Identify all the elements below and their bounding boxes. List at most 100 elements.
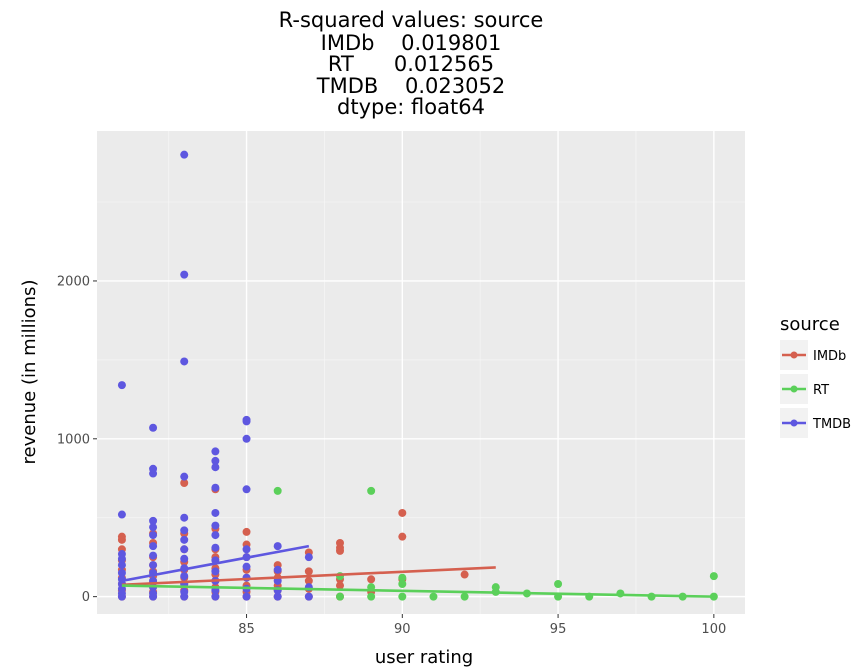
point-tmdb xyxy=(211,592,220,601)
point-imdb xyxy=(367,575,376,584)
point-tmdb xyxy=(149,542,158,551)
point-tmdb xyxy=(117,568,126,577)
title-line-3: RT 0.012565 xyxy=(328,52,494,76)
x-tick-label: 90 xyxy=(394,622,411,637)
legend: IMDb RT TMDB xyxy=(780,340,851,438)
point-tmdb xyxy=(149,531,158,540)
point-tmdb xyxy=(242,545,251,554)
x-tick-label: 85 xyxy=(238,622,255,637)
fit-line-rt xyxy=(121,584,714,598)
point-tmdb xyxy=(211,483,220,492)
title-line-5: dtype: float64 xyxy=(337,95,485,119)
legend-label-tmdb: TMDB xyxy=(812,417,851,432)
legend-label-imdb: IMDb xyxy=(813,349,846,364)
point-imdb xyxy=(304,567,313,576)
point-rt xyxy=(429,592,438,601)
point-imdb xyxy=(398,532,407,541)
point-tmdb xyxy=(273,565,282,574)
point-tmdb xyxy=(149,551,158,560)
point-rt xyxy=(616,589,625,598)
point-tmdb xyxy=(180,513,189,522)
y-tick-label: 1000 xyxy=(57,432,90,447)
point-imdb xyxy=(117,532,126,541)
point-tmdb xyxy=(149,464,158,473)
point-tmdb xyxy=(211,456,220,465)
point-tmdb xyxy=(242,434,251,443)
point-rt xyxy=(367,592,376,601)
point-tmdb xyxy=(117,550,126,559)
legend-dot-tmdb xyxy=(790,419,798,427)
point-tmdb xyxy=(242,562,251,571)
point-tmdb xyxy=(180,535,189,544)
point-tmdb xyxy=(180,545,189,554)
point-tmdb xyxy=(211,531,220,540)
x-axis-title: user rating xyxy=(375,647,473,668)
title-line-4: TMDB 0.023052 xyxy=(316,74,505,98)
point-tmdb xyxy=(242,485,251,494)
point-imdb xyxy=(304,576,313,585)
point-rt xyxy=(367,486,376,495)
point-tmdb xyxy=(149,423,158,432)
legend-dot-imdb xyxy=(790,351,798,359)
chart-title: R-squared values: source IMDb 0.019801 R… xyxy=(279,8,544,119)
point-tmdb xyxy=(180,526,189,535)
point-tmdb xyxy=(304,592,313,601)
legend-title: source xyxy=(780,314,840,335)
fit-lines xyxy=(121,544,714,598)
y-axis-title: revenue (in millions) xyxy=(19,280,40,465)
point-imdb xyxy=(398,508,407,517)
point-tmdb xyxy=(117,561,126,570)
point-rt xyxy=(398,580,407,589)
point-rt xyxy=(398,573,407,582)
point-tmdb xyxy=(117,510,126,519)
point-tmdb xyxy=(273,592,282,601)
legend-label-rt: RT xyxy=(813,383,829,398)
plot-panel xyxy=(97,131,745,614)
point-tmdb xyxy=(242,415,251,424)
point-tmdb xyxy=(211,543,220,552)
point-tmdb xyxy=(242,592,251,601)
fit-line-tmdb xyxy=(121,544,310,583)
point-tmdb xyxy=(273,542,282,551)
point-tmdb xyxy=(304,553,313,562)
x-tick-label: 100 xyxy=(701,622,726,637)
point-imdb xyxy=(180,478,189,487)
point-imdb xyxy=(242,527,251,536)
point-tmdb xyxy=(180,150,189,159)
point-rt xyxy=(460,592,469,601)
point-tmdb xyxy=(211,508,220,517)
point-rt xyxy=(336,592,344,601)
title-line-2: IMDb 0.019801 xyxy=(321,31,502,55)
point-tmdb xyxy=(180,587,189,596)
point-tmdb xyxy=(211,463,220,472)
point-tmdb xyxy=(211,521,220,530)
y-tick-label: 0 xyxy=(82,590,90,605)
point-tmdb xyxy=(180,572,189,581)
title-line-1: R-squared values: source xyxy=(279,8,544,32)
point-imdb xyxy=(336,538,344,547)
point-rt xyxy=(491,583,500,592)
point-rt xyxy=(398,592,407,601)
point-tmdb xyxy=(211,567,220,576)
point-tmdb xyxy=(149,589,158,598)
point-rt xyxy=(554,580,563,589)
point-tmdb xyxy=(149,561,158,570)
point-tmdb xyxy=(211,447,220,456)
point-rt xyxy=(273,486,282,495)
x-tick-label: 95 xyxy=(550,622,567,637)
point-imdb xyxy=(336,581,344,590)
point-tmdb xyxy=(149,516,158,525)
point-tmdb xyxy=(180,554,189,563)
data-points xyxy=(117,150,718,601)
y-tick-label: 2000 xyxy=(57,274,90,289)
point-tmdb xyxy=(149,523,158,532)
point-rt xyxy=(709,572,718,581)
fit-line-imdb xyxy=(121,566,496,587)
point-tmdb xyxy=(180,472,189,481)
legend-dot-rt xyxy=(790,385,798,393)
point-tmdb xyxy=(117,381,126,390)
point-tmdb xyxy=(180,357,189,366)
point-imdb xyxy=(460,570,469,579)
